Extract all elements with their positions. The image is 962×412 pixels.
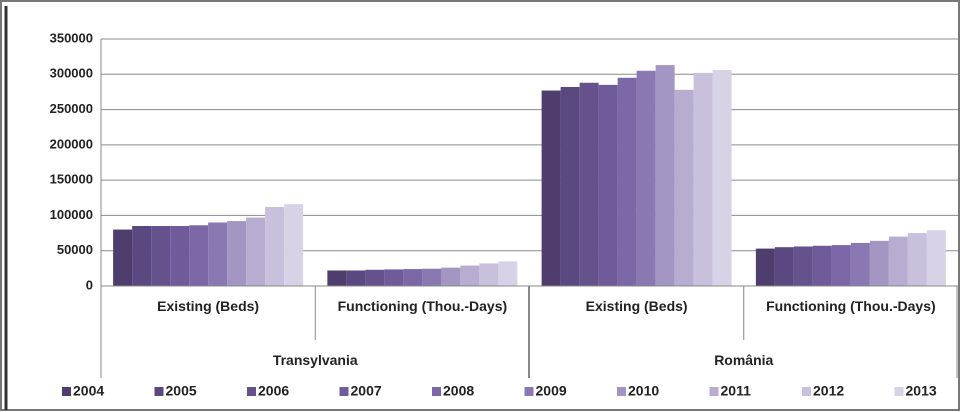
bar — [384, 269, 404, 286]
y-tick-label: 350000 — [50, 30, 93, 45]
bar — [498, 261, 518, 286]
y-tick-label: 0 — [86, 277, 93, 292]
legend-swatch — [247, 387, 256, 396]
bar — [132, 226, 152, 286]
bar — [541, 90, 561, 286]
legend-swatch — [709, 387, 719, 396]
bar — [170, 226, 190, 286]
y-tick-label: 100000 — [50, 207, 93, 222]
legend-swatch — [802, 387, 811, 396]
legend-label: 2005 — [166, 383, 197, 399]
bar — [460, 265, 480, 286]
bar — [441, 267, 461, 286]
y-tick-label: 150000 — [50, 172, 93, 187]
bar — [327, 270, 347, 286]
y-tick-label: 300000 — [50, 66, 93, 81]
legend-swatch — [432, 387, 441, 396]
bar — [560, 86, 580, 286]
x-tick-label: Functioning (Thou.-Days) — [337, 298, 508, 314]
y-tick-label: 50000 — [57, 242, 93, 257]
bar — [246, 217, 266, 286]
bar — [693, 72, 713, 286]
bar — [755, 248, 775, 286]
legend-swatch — [524, 387, 534, 396]
x-tick-label: Functioning (Thou.-Days) — [766, 298, 936, 314]
x-tick-label: Existing (Beds) — [157, 298, 260, 314]
bar — [208, 222, 228, 286]
bar — [598, 84, 618, 286]
bar — [674, 89, 694, 286]
bar — [888, 236, 908, 286]
bar — [189, 225, 209, 286]
legend-label: 2011 — [721, 383, 752, 399]
legend-label: 2010 — [628, 383, 659, 399]
bar — [479, 263, 499, 286]
bar — [422, 268, 442, 286]
y-tick-label: 250000 — [50, 101, 93, 116]
legend-swatch — [154, 387, 164, 396]
legend-label: 2004 — [73, 383, 104, 399]
legend-label: 2006 — [258, 383, 289, 399]
group-label: Transylvania — [272, 352, 358, 368]
bar — [113, 229, 133, 286]
bar — [365, 269, 385, 286]
legend-label: 2012 — [813, 383, 844, 399]
bar — [151, 226, 171, 286]
legend-swatch — [339, 387, 349, 396]
bar — [793, 246, 813, 286]
x-tick-label: Existing (Beds) — [585, 298, 688, 314]
bar — [617, 77, 637, 286]
bar — [712, 70, 732, 287]
legend-label: 2008 — [443, 383, 474, 399]
legend-label: 2013 — [906, 383, 937, 399]
bar — [926, 230, 946, 286]
bar — [812, 245, 832, 286]
legend-swatch — [894, 387, 904, 396]
legend-label: 2009 — [536, 383, 567, 399]
group-label: România — [714, 352, 774, 368]
bar — [774, 247, 794, 286]
bar — [346, 270, 366, 286]
bar — [850, 242, 870, 286]
legend-label: 2007 — [351, 383, 382, 399]
bar — [284, 204, 304, 286]
y-tick-label: 200000 — [50, 136, 93, 151]
bar — [579, 82, 599, 286]
bar — [403, 269, 423, 286]
bar — [907, 233, 927, 286]
bar — [831, 245, 851, 286]
legend-swatch — [62, 387, 71, 396]
bar — [869, 240, 889, 286]
bar — [636, 70, 656, 286]
legend-swatch — [617, 387, 626, 396]
bar — [227, 221, 247, 286]
bar — [655, 65, 675, 287]
bar — [265, 206, 285, 286]
